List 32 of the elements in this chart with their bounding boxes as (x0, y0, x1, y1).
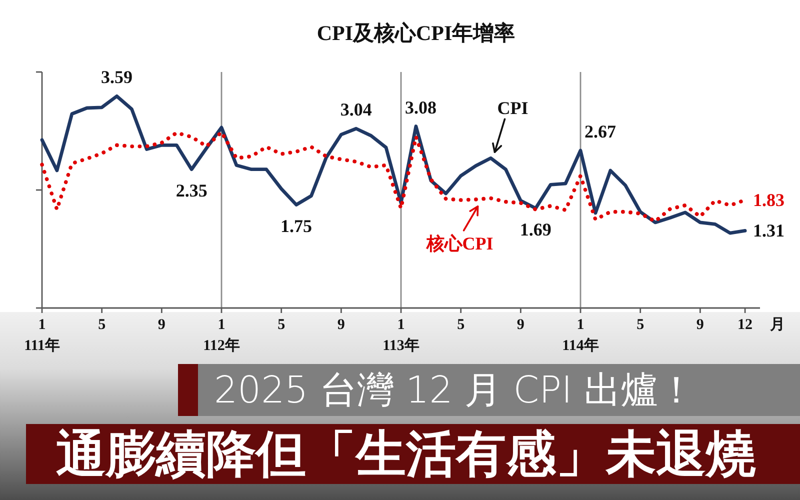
x-tick-label: 9 (337, 317, 345, 333)
value-label: 2.67 (584, 121, 616, 142)
value-label: 3.59 (101, 67, 133, 88)
title: CPI及核心CPI年增率 (316, 21, 516, 45)
value-label: 3.04 (340, 100, 372, 120)
value-label: 1.69 (520, 219, 552, 240)
x-tick-label: 5 (278, 317, 286, 333)
value-label: 2.35 (176, 180, 208, 200)
series-name: 核心CPI (426, 233, 494, 254)
x-tick-label: 111年 (24, 338, 60, 354)
x-tick-label: 114年 (562, 338, 599, 354)
annotation: 通膨續降但「生活有感」未退燒 (56, 425, 756, 483)
x-tick-label: 1 (576, 317, 584, 333)
x-axis-title: 月 (770, 317, 785, 333)
series-name: CPI (497, 98, 528, 118)
x-tick-label: 1 (38, 317, 46, 333)
x-tick-label: 5 (98, 317, 106, 333)
x-tick-label: 9 (158, 317, 166, 333)
x-tick-label: 9 (696, 317, 704, 333)
x-tick-label: 9 (516, 317, 524, 333)
x-tick-label: 12 (738, 317, 753, 333)
annotation: 2025 台灣 12 月 CPI 出爐！ (214, 368, 696, 412)
x-tick-label: 5 (457, 317, 465, 333)
value-label: 1.31 (753, 220, 785, 241)
x-tick-label: 1 (218, 317, 226, 333)
value-label: 3.08 (405, 97, 436, 118)
value-label: 1.83 (753, 190, 785, 210)
x-tick-label: 1 (397, 317, 405, 333)
x-tick-label: 112年 (203, 338, 240, 354)
x-tick-label: 5 (636, 317, 644, 333)
x-tick-label: 113年 (382, 338, 420, 354)
value-label: 1.75 (280, 216, 312, 236)
